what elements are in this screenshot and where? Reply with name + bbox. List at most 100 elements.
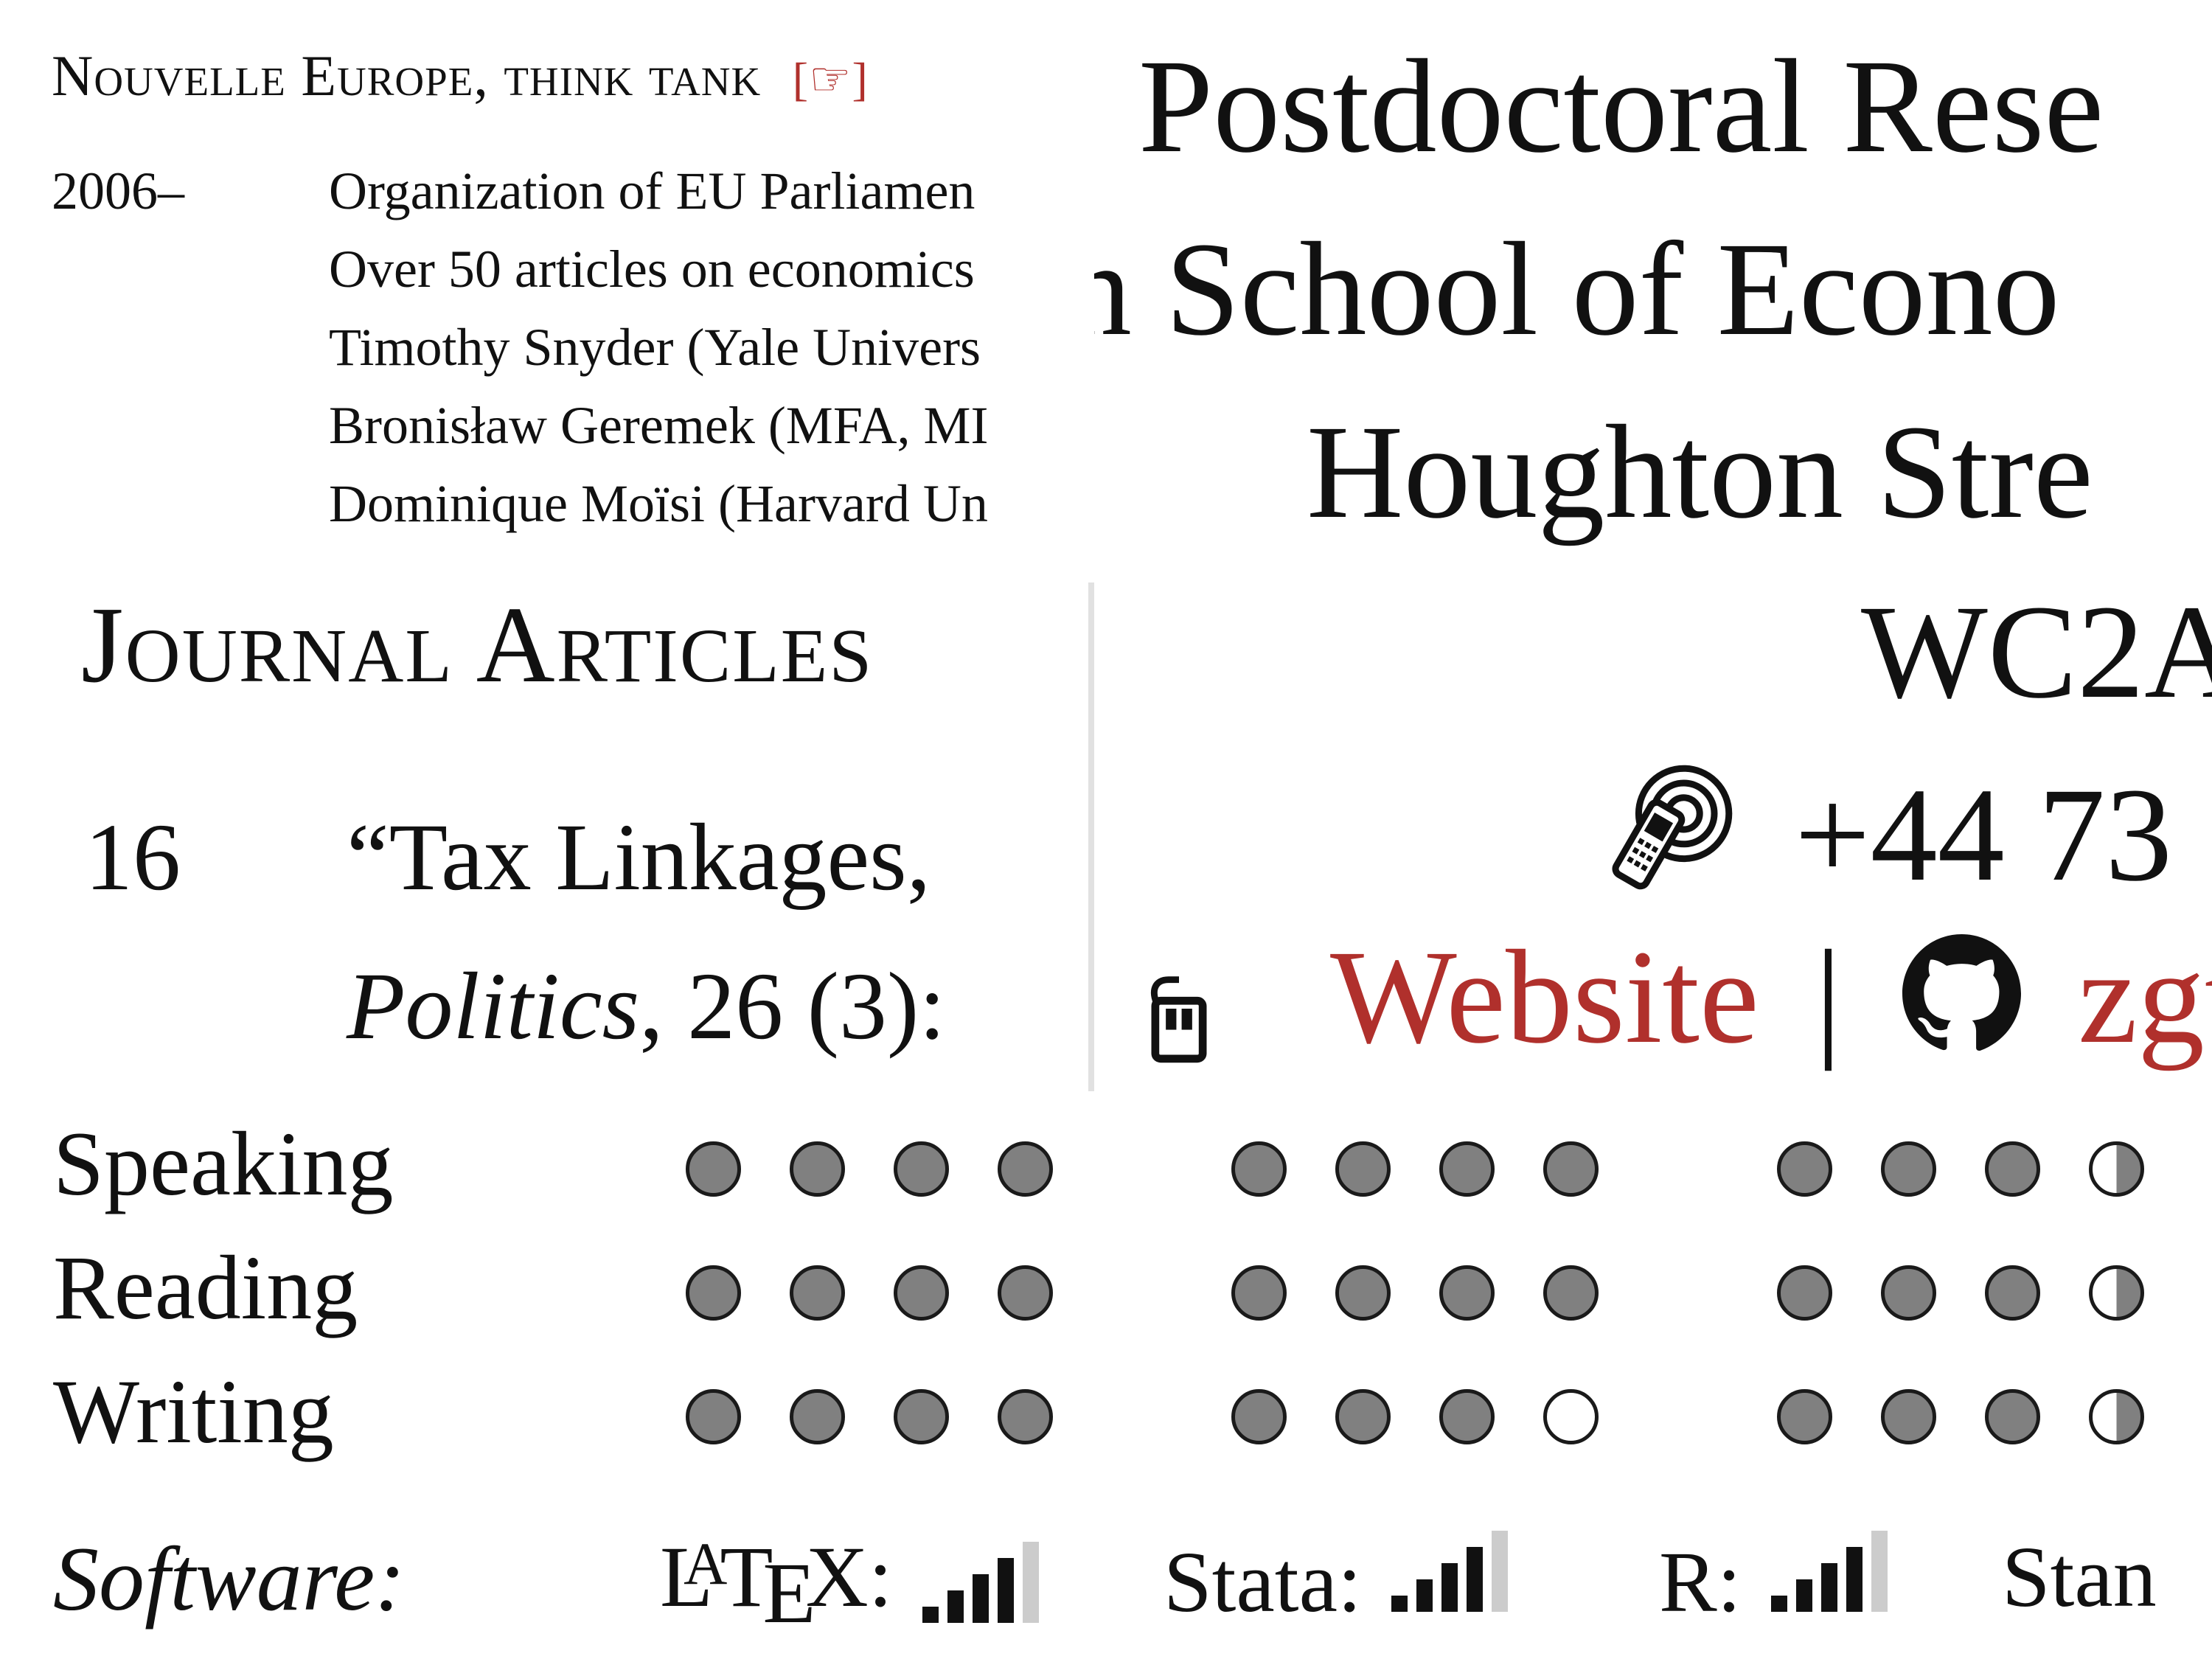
organization-name: Nouvelle Europe, think tank [52,44,762,108]
article-title: “Tax Linkages, [347,804,931,911]
rating-dot-group [1777,1265,2144,1321]
position-title: Postdoctoral Rese [1138,32,2104,181]
rating-dot-filled [1335,1265,1391,1321]
journal-volume: , 26 (3): [639,953,946,1060]
rating-dot-filled [1543,1265,1599,1321]
skills-panel: Speaking Reading Writing Software: LATEX… [0,1112,2212,1659]
skill-bar-active [1441,1563,1458,1612]
rating-dot-group [686,1265,1053,1321]
skill-bar-inactive [1871,1531,1888,1612]
rating-dot-filled [1439,1389,1495,1444]
skill-bars [922,1538,1039,1623]
institution-name: n School of Econo [1094,215,2060,364]
journal-articles-panel: Journal Articles 16 “Tax Linkages, Polit… [0,568,1088,1093]
contact-header-panel: Postdoctoral Rese n School of Econo Houg… [1094,0,2212,1091]
website-link[interactable]: Website [1330,923,1759,1071]
software-item-latex: LATEX: [660,1527,1039,1644]
rating-dot-filled [1777,1265,1832,1321]
rating-dot-empty [1543,1389,1599,1444]
experience-line: Over 50 articles on economics [329,240,975,299]
experience-line: Bronisław Geremek (MFA, MI [329,396,989,455]
skill-bar-active [922,1607,939,1623]
rating-dot-filled [1985,1389,2040,1444]
rating-dot-group [686,1389,1053,1444]
rating-dot-filled [998,1389,1053,1444]
skill-bar-active [1416,1579,1433,1612]
rating-dot-filled [1777,1389,1832,1444]
latex-logo: LATEX: [660,1528,893,1641]
software-item-r: R: [1659,1527,1888,1632]
journal-name: Politics [347,953,640,1060]
skill-bar-active [997,1558,1014,1623]
rating-dot-filled [1439,1265,1495,1321]
postcode: WC2A [1861,578,2212,726]
pointing-hand-icon[interactable]: [☞] [792,53,869,105]
experience-line: Timothy Snyder (Yale Univers [329,318,981,377]
software-label: Software: [53,1528,406,1630]
rating-dot-filled [894,1141,949,1197]
article-citation: Politics, 26 (3): [347,951,945,1062]
mouse-icon [1151,976,1207,1063]
experience-panel: Nouvelle Europe, think tank [☞] 2006– Or… [0,0,1091,560]
rating-dot-filled [1543,1141,1599,1197]
rating-dot-filled [790,1265,845,1321]
github-icon[interactable] [1897,929,2026,1058]
rating-dot-filled [1985,1265,2040,1321]
skill-bar-active [1846,1547,1863,1612]
language-skill-label: Speaking [53,1113,394,1214]
rating-dot-filled [894,1265,949,1321]
language-skill-label: Writing [53,1361,334,1462]
software-name: Stata: [1164,1534,1362,1630]
software-item-stata: Stata: [1164,1527,1508,1632]
skill-bar-active [1795,1579,1812,1612]
software-item-stan: Stan [2002,1527,2157,1627]
column-divider [1088,582,1094,1091]
experience-line: Organization of EU Parliamen [329,161,975,220]
skill-bar-active [1770,1596,1787,1612]
rating-dot-filled [894,1389,949,1444]
skill-bar-active [1466,1547,1483,1612]
skill-bar-active [1391,1596,1408,1612]
experience-line: Dominique Moïsi (Harvard Un [329,474,988,533]
mobile-phone-icon [1612,765,1733,890]
rating-dot-filled [1439,1141,1495,1197]
section-heading: Journal Articles [81,585,874,706]
rating-dot-filled [1231,1141,1287,1197]
phone-number[interactable]: +44 73 [1795,761,2173,909]
github-link[interactable]: zgt [2078,923,2212,1071]
street-address: Houghton Stre [1307,398,2093,546]
skill-bar-active [1820,1563,1837,1612]
skill-bar-inactive [1022,1542,1039,1623]
software-name: Stan [2002,1528,2157,1625]
link-separator: | [1815,923,1842,1071]
rating-dot-filled [998,1141,1053,1197]
rating-dot-filled [1881,1265,1936,1321]
rating-dot-half [2089,1141,2144,1197]
rating-dot-filled [686,1389,741,1444]
rating-dot-group [1231,1389,1599,1444]
skill-bar-active [972,1574,989,1623]
rating-dot-group [1231,1141,1599,1197]
software-name: R: [1659,1534,1742,1630]
rating-dot-group [1777,1389,2144,1444]
rating-dot-filled [1335,1141,1391,1197]
rating-dot-filled [1985,1141,2040,1197]
rating-dot-group [1777,1141,2144,1197]
article-number: 16 [85,804,181,911]
rating-dot-filled [1335,1389,1391,1444]
rating-dot-filled [998,1265,1053,1321]
links-row: Website | zgt [1330,920,2212,1074]
rating-dot-half [2089,1265,2144,1321]
rating-dot-filled [686,1141,741,1197]
rating-dot-filled [790,1389,845,1444]
rating-dot-filled [1777,1141,1832,1197]
language-skill-label: Reading [53,1237,358,1338]
skill-bars [1391,1527,1508,1612]
rating-dot-filled [1881,1141,1936,1197]
skill-bar-inactive [1491,1531,1508,1612]
rating-dot-filled [1231,1265,1287,1321]
rating-dot-group [686,1141,1053,1197]
experience-years: 2006– [52,161,184,220]
skill-bars [1770,1527,1888,1612]
rating-dot-half [2089,1389,2144,1444]
